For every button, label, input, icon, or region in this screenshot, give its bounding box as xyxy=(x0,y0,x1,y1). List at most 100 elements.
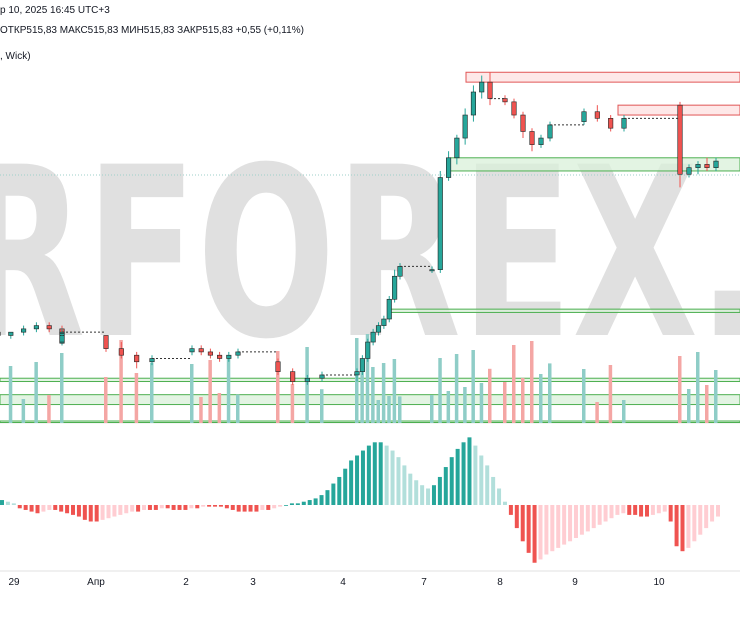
candle[interactable] xyxy=(479,81,485,93)
candle[interactable] xyxy=(359,358,365,372)
candle[interactable] xyxy=(470,91,476,116)
candle[interactable] xyxy=(437,177,443,270)
volume-bar xyxy=(687,389,691,423)
candle[interactable] xyxy=(217,354,223,359)
x-tick-label: 7 xyxy=(421,577,427,588)
volume-bar xyxy=(696,352,700,423)
candle[interactable] xyxy=(381,318,387,326)
oscillator-bar xyxy=(29,505,34,512)
candle[interactable] xyxy=(134,354,140,363)
oscillator-bar xyxy=(0,500,4,505)
candle[interactable] xyxy=(686,167,692,175)
oscillator-bar xyxy=(568,505,573,542)
candle[interactable] xyxy=(207,351,213,356)
oscillator-bar xyxy=(47,505,52,510)
oscillator-bar xyxy=(544,505,549,555)
volume-bar xyxy=(276,351,280,423)
candle[interactable] xyxy=(21,328,27,333)
candle[interactable] xyxy=(392,275,398,300)
oscillator-bar xyxy=(254,505,259,512)
oscillator-bar xyxy=(372,442,377,505)
oscillator-bar xyxy=(17,505,22,509)
candle[interactable] xyxy=(118,348,124,356)
candle[interactable] xyxy=(713,160,719,168)
candle[interactable] xyxy=(198,348,204,353)
candle[interactable] xyxy=(33,325,39,330)
oscillator-bar xyxy=(207,505,212,507)
candle[interactable] xyxy=(704,164,710,168)
volume-bar xyxy=(705,385,709,423)
oscillator-bar xyxy=(692,505,697,542)
candle[interactable] xyxy=(290,371,296,382)
oscillator-bar xyxy=(201,505,206,507)
oscillator-bar xyxy=(177,505,182,510)
oscillator-bar xyxy=(532,505,537,563)
support-zone-5 xyxy=(0,394,740,406)
oscillator-bar xyxy=(360,450,365,505)
candle[interactable] xyxy=(581,111,587,122)
candle[interactable] xyxy=(487,81,493,99)
oscillator-bar xyxy=(562,505,567,545)
volume-bar xyxy=(521,378,525,423)
volume-bar xyxy=(622,400,626,423)
candle[interactable] xyxy=(370,331,376,343)
support-zone-4 xyxy=(0,377,740,383)
oscillator-bar xyxy=(390,450,395,505)
volume-bar xyxy=(530,341,534,423)
oscillator-bar xyxy=(71,505,76,515)
candle[interactable] xyxy=(608,118,614,129)
candle[interactable] xyxy=(502,98,508,103)
oscillator-bar xyxy=(112,505,117,517)
oscillator-bar xyxy=(124,505,129,514)
candle[interactable] xyxy=(695,164,701,168)
timestamp: р 10, 2025 16:45 UTC+3 xyxy=(0,5,110,16)
candle[interactable] xyxy=(594,111,600,119)
x-tick-label: 29 xyxy=(8,577,20,588)
candle[interactable] xyxy=(529,131,535,145)
candle[interactable] xyxy=(304,377,310,382)
oscillator-bar xyxy=(579,505,584,535)
candle[interactable] xyxy=(462,114,468,139)
volume-bar xyxy=(430,395,434,423)
candle[interactable] xyxy=(547,124,553,139)
candle[interactable] xyxy=(538,137,544,145)
candle[interactable] xyxy=(397,266,403,277)
candle[interactable] xyxy=(454,137,460,159)
candle[interactable] xyxy=(446,157,452,178)
candle[interactable] xyxy=(677,104,683,175)
candle[interactable] xyxy=(103,335,109,349)
oscillator-bar xyxy=(147,505,152,510)
candle[interactable] xyxy=(621,118,627,129)
volume-bar xyxy=(305,347,309,423)
candle[interactable] xyxy=(226,354,232,359)
oscillator-bar xyxy=(479,455,484,505)
candle[interactable] xyxy=(429,269,435,272)
candle[interactable] xyxy=(8,331,14,336)
oscillator-bar xyxy=(94,505,99,522)
oscillator-bar xyxy=(443,467,448,505)
candle[interactable] xyxy=(520,114,526,132)
candle[interactable] xyxy=(386,298,392,320)
oscillator-bar xyxy=(668,505,673,522)
candle[interactable] xyxy=(365,341,371,359)
oscillator-bar xyxy=(633,505,638,515)
candle[interactable] xyxy=(511,101,517,116)
oscillator-bar xyxy=(218,505,223,507)
oscillator-bar xyxy=(236,505,241,512)
indicator-label: , Wick) xyxy=(0,51,31,62)
candle[interactable] xyxy=(275,361,281,372)
candle[interactable] xyxy=(46,325,52,330)
oscillator-bar xyxy=(455,448,460,505)
oscillator-bar xyxy=(437,476,442,505)
x-tick-label: 10 xyxy=(653,577,665,588)
oscillator-bar xyxy=(704,505,709,529)
candle[interactable] xyxy=(375,325,382,333)
support-zone-6 xyxy=(0,420,740,423)
candle[interactable] xyxy=(189,348,195,353)
candle[interactable] xyxy=(354,371,360,376)
oscillator-bar xyxy=(230,505,235,510)
oscillator-bar xyxy=(597,505,602,525)
oscillator-bar xyxy=(514,505,519,529)
oscillator-bar xyxy=(118,505,123,515)
